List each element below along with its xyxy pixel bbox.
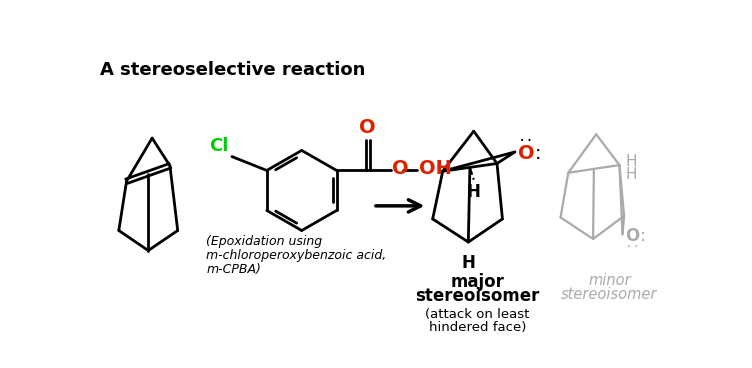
Text: O: O: [518, 144, 535, 163]
Text: Cl: Cl: [210, 137, 229, 155]
Text: m-CPBA): m-CPBA): [206, 263, 261, 276]
Text: H: H: [626, 167, 637, 182]
Text: hindered face): hindered face): [429, 321, 526, 335]
Text: major: major: [450, 273, 505, 291]
Text: H: H: [626, 155, 637, 170]
Text: OH: OH: [419, 159, 452, 178]
Text: ··: ··: [625, 240, 640, 253]
Text: O: O: [625, 227, 639, 245]
Text: stereoisomer: stereoisomer: [561, 287, 657, 302]
Text: O: O: [359, 118, 376, 137]
Text: m-chloroperoxybenzoic acid,: m-chloroperoxybenzoic acid,: [206, 249, 387, 262]
Text: (Epoxidation using: (Epoxidation using: [206, 235, 323, 248]
Text: A stereoselective reaction: A stereoselective reaction: [100, 61, 365, 79]
Text: H: H: [467, 183, 481, 201]
Text: (attack on least: (attack on least: [426, 308, 530, 321]
Text: ··: ··: [518, 134, 535, 148]
Text: :: :: [535, 144, 541, 163]
Text: :: :: [640, 227, 646, 245]
Text: stereoisomer: stereoisomer: [415, 287, 540, 305]
Text: H: H: [462, 254, 475, 272]
Text: O: O: [393, 159, 409, 178]
Text: minor: minor: [588, 273, 631, 288]
